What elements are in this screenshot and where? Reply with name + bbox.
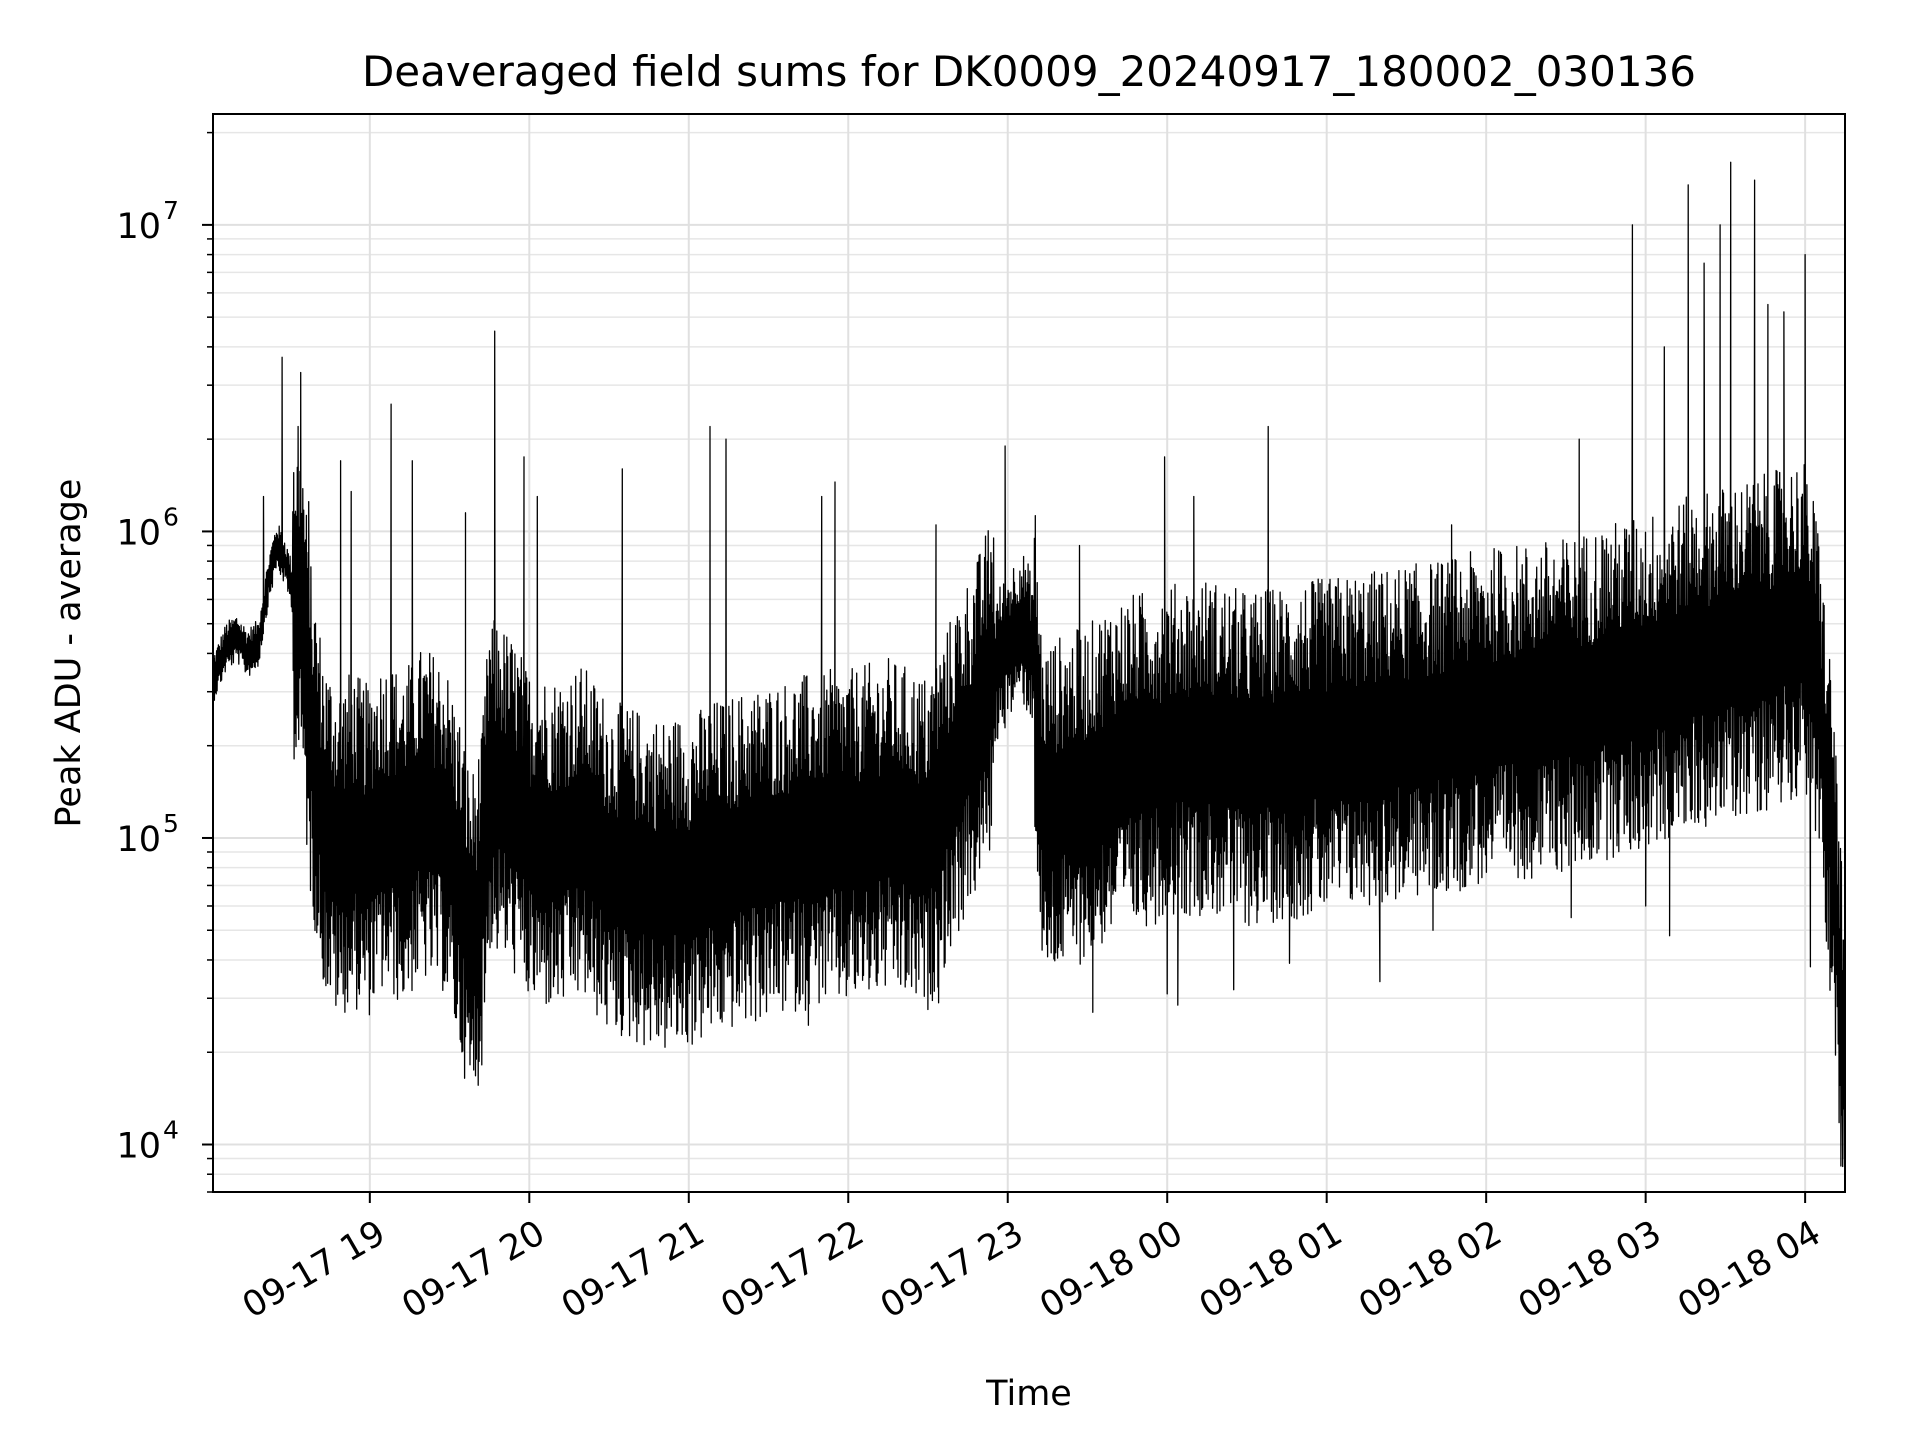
y-tick-label: 10 [116,513,161,553]
y-tick-exponent: 5 [163,809,179,838]
x-axis-label: Time [985,1374,1072,1414]
y-tick-label: 10 [116,207,161,247]
y-tick-exponent: 6 [163,502,179,531]
y-tick-exponent: 4 [163,1116,179,1145]
y-axis-label: Peak ADU - average [49,479,89,828]
series-line [212,161,1846,1168]
series-layer [212,161,1846,1168]
y-tick-label: 10 [116,1127,161,1167]
y-tick-exponent: 7 [163,196,179,225]
y-tick-label: 10 [116,820,161,860]
chart-title: Deaveraged field sums for DK0009_2024091… [362,47,1696,96]
